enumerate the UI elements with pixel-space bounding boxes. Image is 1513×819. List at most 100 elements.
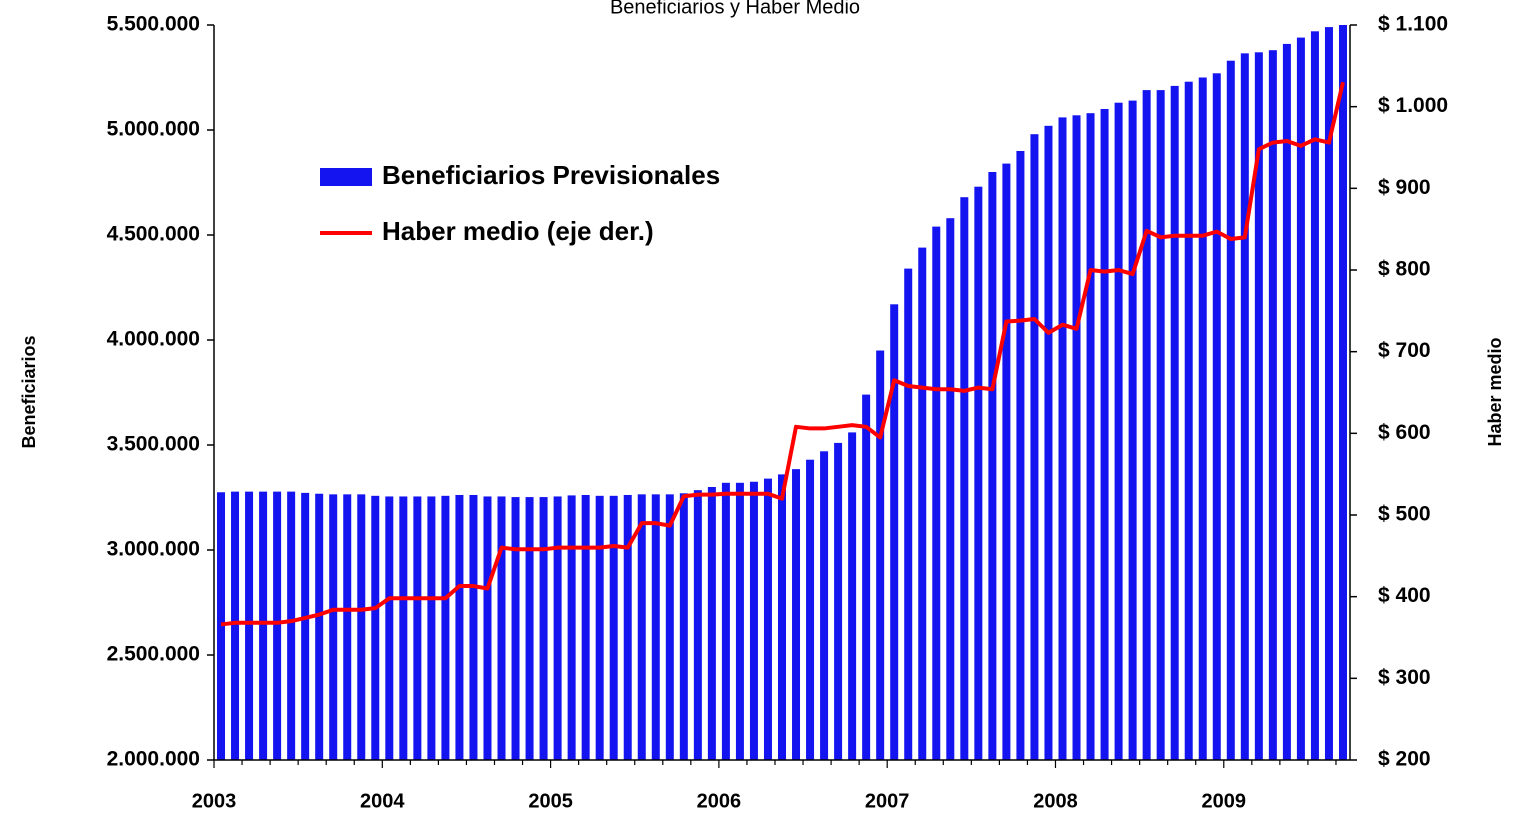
bar	[946, 218, 955, 760]
bar	[848, 432, 857, 760]
bar	[483, 496, 492, 760]
bar	[455, 494, 464, 760]
y-tick-label: 5.000.000	[107, 118, 200, 141]
bar	[525, 497, 534, 760]
bar	[1072, 115, 1081, 761]
y2-tick-label: $ 700	[1378, 339, 1431, 362]
bar	[539, 497, 548, 760]
x-tick-label: 2003	[192, 790, 237, 812]
bar	[1142, 90, 1151, 761]
bar	[1324, 27, 1333, 761]
bar	[1310, 31, 1319, 761]
bar	[735, 482, 744, 760]
bar	[231, 491, 240, 760]
y-tick-label: 4.500.000	[107, 223, 200, 246]
y-axis-title: Beneficiarios	[19, 335, 39, 448]
legend-label: Haber medio (eje der.)	[382, 216, 654, 246]
x-tick-label: 2005	[528, 790, 573, 812]
bar	[385, 496, 394, 760]
bar	[665, 494, 674, 760]
bar	[1198, 77, 1207, 760]
y2-tick-label: $ 200	[1378, 748, 1431, 771]
bar	[1156, 90, 1165, 761]
bar	[581, 494, 590, 760]
y2-axis-title: Haber medio	[1485, 337, 1505, 446]
bar	[749, 481, 758, 760]
bar	[553, 496, 562, 760]
bar	[469, 494, 478, 760]
y-tick-label: 5.500.000	[107, 13, 200, 36]
chart-title: Beneficiarios y Haber Medio	[610, 0, 860, 18]
y2-tick-label: $ 500	[1378, 503, 1431, 526]
bar	[1100, 109, 1109, 760]
bar	[427, 496, 436, 760]
y2-tick-label: $ 1.000	[1378, 94, 1448, 117]
bar	[259, 491, 268, 760]
bar	[217, 492, 226, 760]
bar	[343, 494, 352, 760]
bar	[834, 442, 843, 760]
bar	[1002, 163, 1011, 761]
bar	[1030, 134, 1039, 760]
y2-tick-label: $ 900	[1378, 176, 1431, 199]
bar	[932, 226, 941, 761]
bar	[371, 495, 380, 760]
line	[220, 81, 1345, 627]
bar	[1170, 85, 1179, 760]
bar	[806, 459, 815, 760]
bar	[904, 268, 913, 760]
legend-label: Beneficiarios Previsionales	[382, 160, 720, 190]
bar	[329, 494, 338, 760]
x-tick-label: 2004	[360, 790, 405, 812]
bar	[974, 186, 983, 760]
bar	[1282, 43, 1291, 760]
y-tick-label: 2.500.000	[107, 643, 200, 666]
bar	[918, 247, 927, 761]
bar	[441, 495, 450, 760]
y2-tick-label: $ 1.100	[1378, 13, 1448, 36]
bar	[637, 494, 646, 760]
bar	[1240, 53, 1249, 761]
y-tick-label: 3.000.000	[107, 538, 200, 561]
y-tick-label: 4.000.000	[107, 328, 200, 351]
bar	[721, 482, 730, 760]
y2-tick-label: $ 400	[1378, 584, 1431, 607]
bar	[1044, 125, 1053, 761]
bar	[763, 478, 772, 760]
y-tick-label: 3.500.000	[107, 433, 200, 456]
bar	[890, 304, 899, 760]
bar	[778, 474, 786, 760]
y-tick-label: 2.000.000	[107, 748, 200, 771]
bar	[1212, 73, 1221, 761]
bar	[273, 491, 282, 760]
bar	[511, 497, 520, 760]
bar	[876, 350, 885, 760]
bar	[679, 493, 688, 760]
bar	[595, 495, 604, 760]
bar	[245, 491, 254, 760]
x-tick-label: 2008	[1033, 790, 1078, 812]
bar	[693, 490, 702, 760]
bar	[413, 496, 422, 760]
bar	[609, 495, 618, 760]
bar	[1114, 102, 1123, 760]
bar	[623, 494, 632, 760]
bar	[792, 469, 801, 760]
bar	[820, 451, 829, 760]
bar	[1058, 117, 1067, 760]
bar	[707, 487, 716, 760]
bar	[1268, 50, 1277, 760]
bar	[497, 496, 506, 760]
bar	[1128, 100, 1137, 761]
bar	[1226, 60, 1235, 760]
legend-swatch	[320, 168, 372, 186]
bar	[1254, 52, 1263, 761]
x-tick-label: 2007	[865, 790, 910, 812]
bar	[357, 494, 366, 760]
bar	[651, 494, 660, 760]
bar	[1086, 113, 1095, 760]
bar	[287, 491, 296, 760]
bar	[1184, 81, 1193, 760]
bar	[399, 496, 408, 760]
